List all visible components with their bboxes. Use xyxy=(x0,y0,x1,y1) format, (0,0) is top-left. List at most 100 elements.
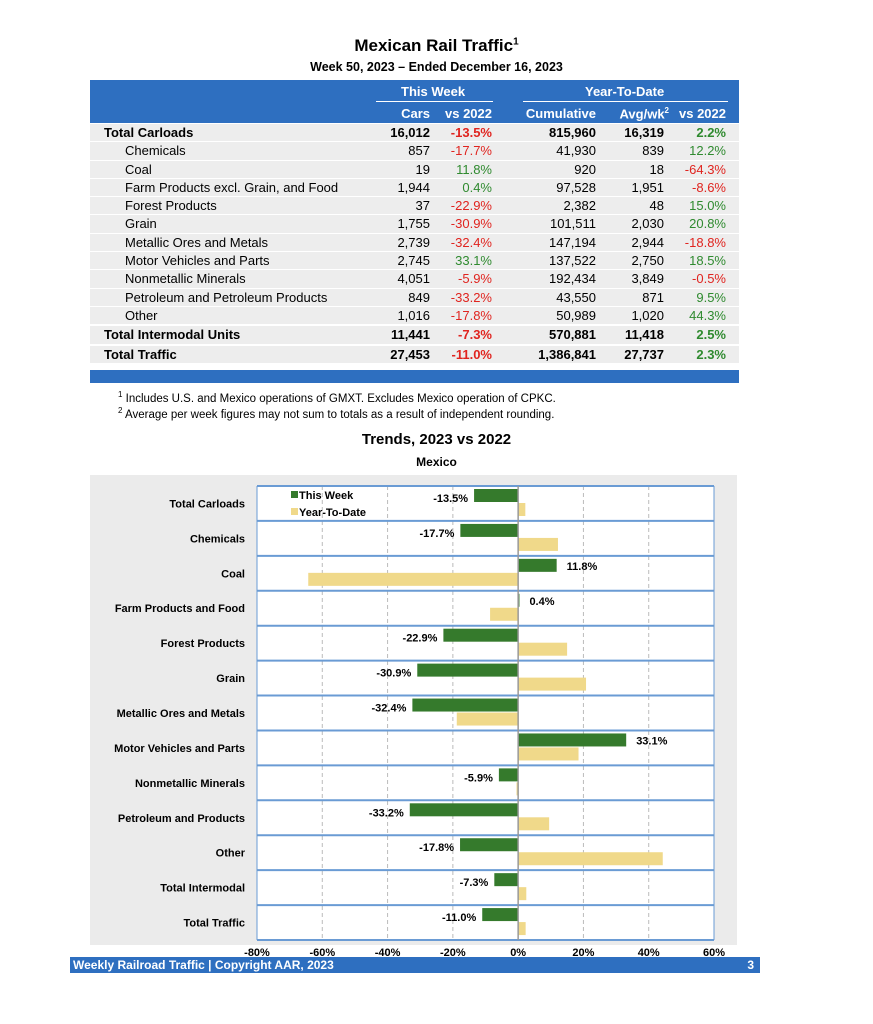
cell-cumulative: 43,550 xyxy=(556,289,596,305)
cell-avg: 1,020 xyxy=(631,307,664,323)
bar-ytd xyxy=(518,852,663,866)
x-tick-label: 20% xyxy=(572,947,594,959)
table-header: This Week Year-To-Date Cars vs 2022 Cumu… xyxy=(90,80,739,123)
table-row: Forest Products 37 -22.9% 2,382 48 15.0% xyxy=(90,197,739,215)
cell-cars: 19 xyxy=(415,161,430,177)
bar-ytd xyxy=(456,712,519,726)
cell-cumulative: 570,881 xyxy=(549,327,596,343)
col-cars: Cars xyxy=(401,106,430,121)
row-label: Farm Products excl. Grain, and Food xyxy=(125,179,339,195)
table-row: Petroleum and Petroleum Products 849 -33.2… xyxy=(90,288,739,306)
page-number: 3 xyxy=(747,958,754,972)
row-label: Total Intermodal Units xyxy=(104,327,241,343)
col-cumulative: Cumulative xyxy=(525,106,596,121)
bar-ytd xyxy=(490,607,519,621)
data-label: -11.0% xyxy=(442,912,476,924)
x-tick-label: -20% xyxy=(440,947,466,959)
cell-cars: 1,755 xyxy=(397,216,430,232)
cell-vs: 0.4% xyxy=(462,179,492,195)
row-label: Nonmetallic Minerals xyxy=(125,271,246,287)
col-avg-text: Avg/wk xyxy=(619,106,665,122)
category-label: Chemicals xyxy=(190,533,245,545)
chart-subtitle: Mexico xyxy=(416,455,457,469)
cell-avg: 2,030 xyxy=(631,216,664,232)
cell-avg: 2,750 xyxy=(631,253,664,269)
bar-ytd xyxy=(518,747,579,761)
bar-this-week xyxy=(417,663,519,677)
legend-this-week: This Week xyxy=(299,490,354,502)
bar-ytd xyxy=(518,503,526,516)
cell-cumulative: 192,434 xyxy=(549,271,596,287)
cell-cars: 2,745 xyxy=(397,253,430,269)
data-label: -30.9% xyxy=(376,668,411,680)
bar-this-week xyxy=(482,908,519,922)
bar-this-week xyxy=(443,628,519,642)
row-label: Other xyxy=(125,307,158,323)
cell-cumulative: 101,511 xyxy=(549,216,596,232)
cell-vs-ytd: 2.5% xyxy=(696,327,726,343)
category-label: Total Traffic xyxy=(183,918,245,930)
table-body: Total Carloads 16,012 -13.5% 815,960 16,319 2… xyxy=(90,124,739,364)
cell-vs-ytd: 44.3% xyxy=(689,307,726,323)
cell-vs-ytd: -0.5% xyxy=(692,271,726,287)
legend-swatch-this-week xyxy=(291,491,298,498)
bar-this-week xyxy=(494,873,519,887)
footnote-1: 1 Includes U.S. and Mexico operations of… xyxy=(118,390,556,405)
data-label: -17.7% xyxy=(420,528,455,540)
cell-cars: 16,012 xyxy=(390,125,430,140)
footnote-mark: 1 xyxy=(118,390,123,399)
cell-avg: 48 xyxy=(649,198,664,214)
chart-title: Trends, 2023 vs 2022 xyxy=(361,431,512,448)
table-row: Farm Products excl. Grain, and Food 1,944… xyxy=(90,178,739,197)
cell-vs: -33.2% xyxy=(450,289,492,305)
cell-vs-ytd: 18.5% xyxy=(689,253,726,269)
footnote-text: Includes U.S. and Mexico operations of G… xyxy=(125,392,556,405)
cell-cars: 27,453 xyxy=(390,346,430,362)
cell-vs-ytd: -18.8% xyxy=(684,234,726,250)
x-tick-label: -80% xyxy=(244,947,270,959)
cell-cars: 1,944 xyxy=(397,179,430,195)
cell-cars: 11,441 xyxy=(390,327,430,343)
cell-cumulative: 1,386,841 xyxy=(538,346,596,362)
cell-vs-ytd: 20.8% xyxy=(689,216,726,232)
cell-avg: 27,737 xyxy=(624,346,664,362)
cell-cars: 37 xyxy=(415,198,430,214)
cell-vs-ytd: 15.0% xyxy=(689,198,726,214)
category-label: Metallic Ores and Metals xyxy=(117,708,245,720)
col-vs-ytd: vs 2022 xyxy=(679,106,726,121)
row-label: Total Carloads xyxy=(104,125,194,140)
cell-vs: -13.5% xyxy=(450,125,492,140)
row-label: Grain xyxy=(125,216,157,232)
cell-vs-ytd: 9.5% xyxy=(696,289,726,305)
cell-avg: 1,951 xyxy=(631,179,664,195)
bar-ytd xyxy=(518,677,587,691)
cell-vs: -17.7% xyxy=(450,143,492,159)
cell-vs: -7.3% xyxy=(458,327,492,343)
data-label: 11.8% xyxy=(567,561,598,573)
table-row: Total Traffic 27,453 -11.0% 1,386,841 27,737… xyxy=(90,345,739,363)
cell-vs: 11.8% xyxy=(456,161,492,177)
cell-vs-ytd: 2.3% xyxy=(696,346,726,362)
table-row: Chemicals 857 -17.7% 41,930 839 12.2% xyxy=(90,142,739,160)
page-subtitle: Week 50, 2023 – Ended December 16, 2023 xyxy=(310,60,563,74)
col-vs: vs 2022 xyxy=(445,106,492,121)
bar-this-week xyxy=(518,558,557,572)
bar-ytd xyxy=(518,887,527,901)
data-label: -17.8% xyxy=(419,842,454,854)
title-text: Mexican Rail Traffic xyxy=(354,36,514,55)
data-label: 0.4% xyxy=(529,596,554,608)
legend-ytd: Year-To-Date xyxy=(299,507,366,519)
table-bottom-bar xyxy=(90,370,739,383)
cell-cars: 857 xyxy=(408,143,430,159)
cell-vs-ytd: 12.2% xyxy=(689,143,726,159)
data-label: -32.4% xyxy=(372,703,407,715)
x-tick-label: 0% xyxy=(510,947,526,959)
cell-cumulative: 41,930 xyxy=(556,143,596,159)
cell-avg: 16,319 xyxy=(624,125,664,140)
category-label: Forest Products xyxy=(161,638,245,650)
category-label: Coal xyxy=(221,568,245,580)
data-label: -22.9% xyxy=(403,633,438,645)
cell-vs-ytd: -8.6% xyxy=(692,179,726,195)
col-avg-footnote: 2 xyxy=(664,106,669,115)
category-label: Nonmetallic Minerals xyxy=(135,778,245,790)
